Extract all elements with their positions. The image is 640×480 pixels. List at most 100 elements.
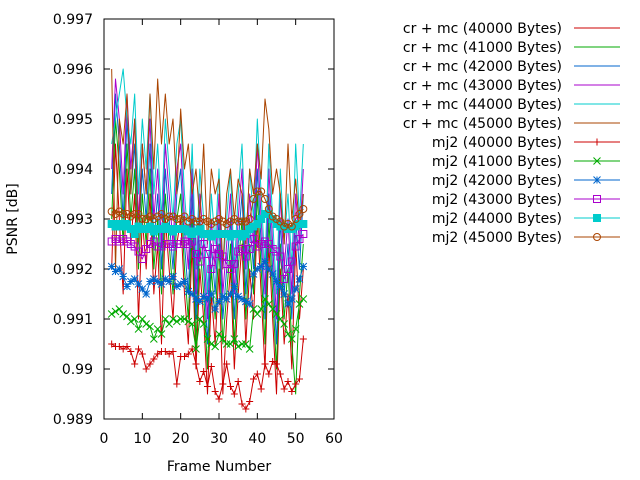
data-point [276, 315, 285, 323]
data-point [219, 380, 227, 388]
x-axis-label: Frame Number [167, 459, 272, 475]
data-point [268, 305, 277, 313]
data-point [196, 378, 204, 385]
series-5 [111, 68, 304, 295]
legend-marker [593, 138, 601, 146]
data-point [123, 282, 131, 291]
data-point [273, 360, 280, 368]
data-point [253, 310, 262, 318]
series-9 [107, 257, 308, 313]
data-point [223, 360, 231, 368]
data-point [299, 230, 308, 238]
series-line [111, 191, 304, 227]
legend-entry: cr + mc (42000 Bytes) [403, 59, 620, 75]
data-point [135, 345, 142, 353]
data-point [173, 380, 181, 388]
legend-label: mj2 (42000 Bytes) [432, 173, 562, 189]
data-point [257, 187, 266, 196]
data-point [146, 277, 154, 286]
data-point [180, 277, 189, 286]
data-point [126, 277, 135, 286]
data-point [130, 315, 139, 323]
data-point [207, 340, 216, 348]
data-point [215, 297, 223, 306]
data-point [123, 312, 131, 321]
data-point [245, 345, 254, 353]
data-point [280, 385, 288, 393]
data-point [291, 285, 300, 293]
data-point [119, 345, 127, 353]
data-point [296, 375, 303, 383]
data-point [146, 322, 154, 331]
y-tick-label: 0.989 [53, 412, 93, 428]
data-point [195, 315, 204, 323]
data-point [234, 217, 243, 226]
x-tick-label: 40 [248, 431, 266, 447]
data-point [280, 320, 289, 328]
x-tick-label: 60 [325, 431, 343, 447]
data-point [127, 348, 135, 355]
data-point [188, 290, 197, 298]
data-point [203, 335, 212, 343]
legend-label: cr + mc (44000 Bytes) [403, 97, 562, 113]
data-point [107, 262, 116, 271]
data-point [165, 320, 174, 328]
y-tick-label: 0.994 [53, 162, 93, 178]
data-point [157, 280, 166, 288]
data-point [261, 257, 269, 266]
data-point [207, 363, 215, 370]
legend-marker [593, 176, 601, 184]
series-line [111, 68, 304, 295]
data-point [249, 195, 258, 203]
data-point [299, 205, 308, 213]
data-point [138, 315, 147, 323]
legend-label: cr + mc (43000 Bytes) [403, 78, 562, 94]
data-point [284, 330, 292, 338]
data-point [165, 212, 174, 221]
data-point [176, 315, 185, 323]
data-point [264, 265, 273, 273]
data-point [119, 310, 128, 318]
data-point [200, 368, 208, 375]
data-point [276, 370, 284, 378]
data-point [241, 340, 250, 348]
data-point [130, 210, 139, 218]
data-point [265, 370, 273, 378]
legend-label: mj2 (43000 Bytes) [432, 192, 562, 208]
data-point [218, 335, 227, 343]
data-point [227, 383, 234, 390]
data-point [280, 275, 289, 283]
data-point [115, 343, 123, 350]
data-point [211, 342, 220, 351]
series-layer [107, 68, 308, 413]
data-point [284, 300, 292, 308]
legend-marker [593, 214, 601, 222]
data-point [192, 345, 200, 353]
data-point [268, 270, 277, 278]
series-10 [107, 230, 308, 283]
data-point [299, 262, 308, 271]
data-point [280, 290, 289, 298]
data-point [111, 267, 120, 276]
data-point [218, 292, 227, 301]
data-point [261, 295, 269, 303]
data-point [180, 212, 189, 221]
y-axis-label: PSNR [dB] [5, 183, 21, 254]
data-point [161, 315, 170, 323]
y-tick-label: 0.996 [53, 62, 93, 78]
data-point [153, 277, 162, 286]
x-tick-label: 30 [210, 431, 228, 447]
data-point [287, 257, 296, 266]
data-point [299, 295, 308, 303]
data-point [157, 210, 166, 218]
data-point [230, 282, 239, 291]
legend-entry: cr + mc (43000 Bytes) [403, 78, 620, 94]
data-point [253, 265, 262, 273]
data-point [138, 285, 147, 293]
series-12 [107, 187, 308, 231]
data-point [107, 310, 116, 318]
legend-marker [593, 157, 601, 165]
legend-entry: mj2 (45000 Bytes) [432, 230, 620, 246]
data-point [222, 295, 231, 303]
